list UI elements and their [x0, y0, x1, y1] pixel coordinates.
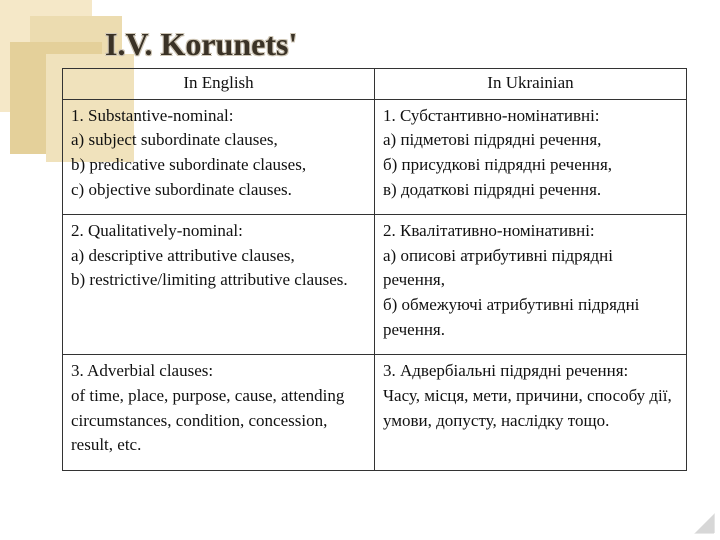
cell-en: 3. Adverbial clauses:of time, place, pur… [63, 355, 375, 471]
slide-title: I.V. Korunets' [105, 26, 297, 63]
table-row: 1. Substantive-nominal:a) subject subord… [63, 99, 687, 215]
classification-table: In English In Ukrainian 1. Substantive-n… [62, 68, 687, 471]
table-row: 2. Qualitatively-nominal:a) descriptive … [63, 215, 687, 355]
cell-uk: 2. Квалітативно-номінативні:а) описові а… [375, 215, 687, 355]
cell-uk: 1. Субстантивно-номінативні:а) підметові… [375, 99, 687, 215]
cell-uk: 3. Адвербіальні підрядні речення:Часу, м… [375, 355, 687, 471]
table-header-row: In English In Ukrainian [63, 69, 687, 100]
col-header-english: In English [63, 69, 375, 100]
cell-en: 1. Substantive-nominal:a) subject subord… [63, 99, 375, 215]
cell-en: 2. Qualitatively-nominal:a) descriptive … [63, 215, 375, 355]
table-row: 3. Adverbial clauses:of time, place, pur… [63, 355, 687, 471]
col-header-ukrainian: In Ukrainian [375, 69, 687, 100]
page-curl-icon [694, 514, 714, 534]
